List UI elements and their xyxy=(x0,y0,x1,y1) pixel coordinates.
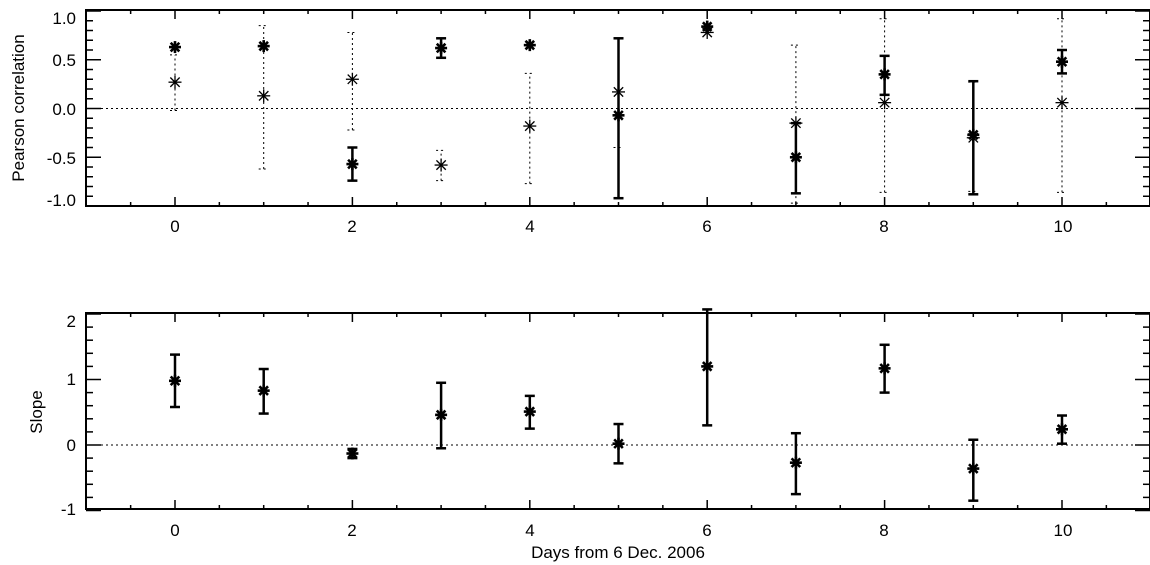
data-points xyxy=(168,20,1069,172)
marker-stroke xyxy=(1056,56,1068,67)
data-point xyxy=(878,362,891,375)
x-tick-label: 0 xyxy=(170,217,179,236)
marker-stroke xyxy=(1056,424,1068,435)
marker-stroke xyxy=(524,406,536,417)
x-tick-label: 8 xyxy=(879,217,888,236)
data-point xyxy=(789,456,802,469)
marker-stroke xyxy=(169,41,181,53)
marker-stroke xyxy=(702,27,713,38)
marker-stroke xyxy=(968,463,979,474)
marker-stroke xyxy=(879,97,890,108)
marker-stroke xyxy=(968,132,979,143)
data-point xyxy=(612,437,625,450)
x-axis-title: Days from 6 Dec. 2006 xyxy=(531,543,705,562)
marker-stroke xyxy=(169,375,181,387)
data-point xyxy=(789,151,802,164)
marker-stroke xyxy=(613,86,624,98)
marker-stroke xyxy=(524,39,536,51)
data-point xyxy=(434,158,448,172)
axis-ticks xyxy=(86,313,1150,512)
marker-stroke xyxy=(435,409,447,421)
y-tick-label: -0.5 xyxy=(47,149,76,168)
marker-stroke xyxy=(258,385,269,396)
marker-stroke xyxy=(347,158,358,170)
data-point xyxy=(435,408,448,421)
x-tick-label: 2 xyxy=(347,521,356,540)
marker-stroke xyxy=(790,117,802,129)
x-tick-label: 4 xyxy=(525,521,534,540)
x-tick-label: 0 xyxy=(170,521,179,540)
marker-stroke xyxy=(258,40,269,52)
y-tick-label: 1 xyxy=(67,370,76,389)
marker-stroke xyxy=(1056,97,1068,108)
data-point xyxy=(257,384,270,397)
y-tick-label: 0.5 xyxy=(52,51,76,70)
marker-stroke xyxy=(347,74,358,85)
y-tick-label: 1.0 xyxy=(52,9,76,28)
y-axis-title: Slope xyxy=(27,390,46,433)
data-point xyxy=(346,158,359,171)
y-axis-title: Pearson correlation xyxy=(9,34,28,181)
data-point xyxy=(878,96,892,110)
data-point xyxy=(345,72,359,86)
x-tick-label: 10 xyxy=(1054,521,1073,540)
data-point xyxy=(701,360,714,373)
x-tick-label: 6 xyxy=(702,217,711,236)
marker-stroke xyxy=(790,152,802,163)
marker-stroke xyxy=(790,457,802,468)
x-tick-label: 2 xyxy=(347,217,356,236)
plot-frame xyxy=(85,312,1150,510)
axis-ticks xyxy=(86,10,1150,207)
data-point xyxy=(967,462,980,475)
data-point xyxy=(1055,96,1069,110)
correlation-panel: 1.0 0.5 0.0 -0.5 -1.0 0 2 4 6 8 10 Pears… xyxy=(9,9,1150,236)
data-point xyxy=(435,42,448,55)
marker-stroke xyxy=(613,438,624,449)
y-tick-label: 0.0 xyxy=(52,100,76,119)
data-point xyxy=(169,41,181,54)
slope-panel: 2 1 0 -1 0 2 4 6 8 10 Slope Days from 6 … xyxy=(27,308,1150,562)
marker-stroke xyxy=(613,110,624,121)
data-point xyxy=(523,405,536,418)
data-point xyxy=(966,131,980,145)
y-tick-label: 0 xyxy=(67,436,76,455)
marker-stroke xyxy=(524,120,535,132)
data-point xyxy=(257,89,271,103)
data-point xyxy=(789,116,803,130)
data-point xyxy=(1056,55,1068,68)
y-tick-label: 2 xyxy=(67,312,76,331)
y-tick-label: -1.0 xyxy=(47,191,76,210)
x-tick-label: 8 xyxy=(879,521,888,540)
marker-stroke xyxy=(879,363,890,374)
y-tick-label: -1 xyxy=(61,500,76,519)
data-point xyxy=(523,39,536,52)
data-point xyxy=(168,75,182,89)
marker-stroke xyxy=(435,42,447,54)
x-tick-label: 6 xyxy=(702,521,711,540)
data-point xyxy=(523,119,537,133)
data-points xyxy=(169,360,1068,475)
data-point xyxy=(1056,423,1068,436)
data-point xyxy=(700,25,714,39)
error-bars xyxy=(170,308,1067,502)
marker-stroke xyxy=(435,159,447,171)
marker-stroke xyxy=(879,69,890,80)
marker-stroke xyxy=(347,448,358,459)
marker-stroke xyxy=(169,77,181,88)
x-tick-label: 10 xyxy=(1054,217,1073,236)
data-point xyxy=(346,447,359,460)
data-point xyxy=(169,374,181,387)
data-point xyxy=(878,68,891,81)
marker-stroke xyxy=(258,90,269,101)
marker-stroke xyxy=(701,361,713,372)
data-point xyxy=(612,109,625,122)
data-point xyxy=(612,85,625,99)
x-tick-label: 4 xyxy=(525,217,534,236)
data-point xyxy=(257,40,270,53)
